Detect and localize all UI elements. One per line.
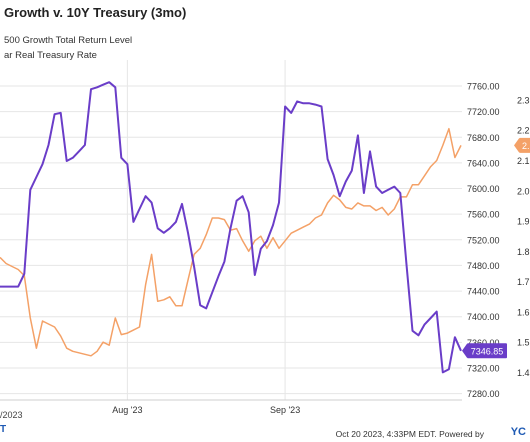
right-axis-tick-label: 7480.00 — [467, 261, 500, 271]
legend-entry-growth: 500 Growth Total Return Level — [4, 35, 133, 46]
right-axis-tick-label: 7560.00 — [467, 210, 500, 220]
right-axis-tick-label: 7520.00 — [467, 235, 500, 245]
series-line-growth — [0, 81, 462, 374]
far-right-axis-tick-label: 2.3 — [517, 95, 530, 105]
last-value-badge-real-rate — [519, 137, 530, 153]
far-right-axis-tick-label: 1.8 — [517, 247, 530, 257]
footer-left-mark: T — [0, 424, 7, 435]
last-value-label-growth: 7346.85 — [471, 346, 504, 356]
footer-timestamp: Oct 20 2023, 4:33PM EDT. Powered by — [335, 429, 484, 439]
right-axis-tick-label: 7720.00 — [467, 107, 500, 117]
right-axis-tick-label: 7400.00 — [467, 312, 500, 322]
right-axis-tick-label: 7680.00 — [467, 133, 500, 143]
footer-brand-logo[interactable]: YC — [510, 426, 526, 438]
far-right-axis-tick-label: 2.0 — [517, 186, 530, 196]
x-axis-tick-label: Sep '23 — [270, 405, 300, 415]
right-axis-tick-label: 7640.00 — [467, 158, 500, 168]
right-axis-tick-label: 7600.00 — [467, 184, 500, 194]
far-right-axis-tick-label: 1.7 — [517, 277, 530, 287]
right-axis-tick-label: 7760.00 — [467, 82, 500, 92]
x-axis-tick-label: Aug '23 — [112, 405, 142, 415]
last-value-pointer-growth — [462, 343, 467, 358]
far-right-axis-tick-label: 1.5 — [517, 338, 530, 348]
footer-date: /2023 — [0, 410, 23, 420]
last-value-badge-growth — [467, 343, 507, 359]
last-value-pointer-real-rate — [514, 138, 519, 153]
right-axis-tick-label: 7440.00 — [467, 287, 500, 297]
last-value-label-real-rate: 2.15 — [522, 141, 530, 151]
far-right-axis-tick-label: 1.6 — [517, 307, 530, 317]
right-axis-tick-label: 7360.00 — [467, 338, 500, 348]
right-axis-tick-label: 7320.00 — [467, 363, 500, 373]
right-axis-tick-label: 7280.00 — [467, 389, 500, 399]
chart-title: Growth v. 10Y Treasury (3mo) — [4, 5, 187, 20]
far-right-axis-tick-label: 2.1 — [517, 156, 530, 166]
far-right-axis-tick-label: 2.2 — [517, 126, 530, 136]
legend-entry-real-rate: ar Real Treasury Rate — [4, 50, 97, 61]
far-right-axis-tick-label: 1.9 — [517, 217, 530, 227]
far-right-axis-tick-label: 1.4 — [517, 368, 530, 378]
